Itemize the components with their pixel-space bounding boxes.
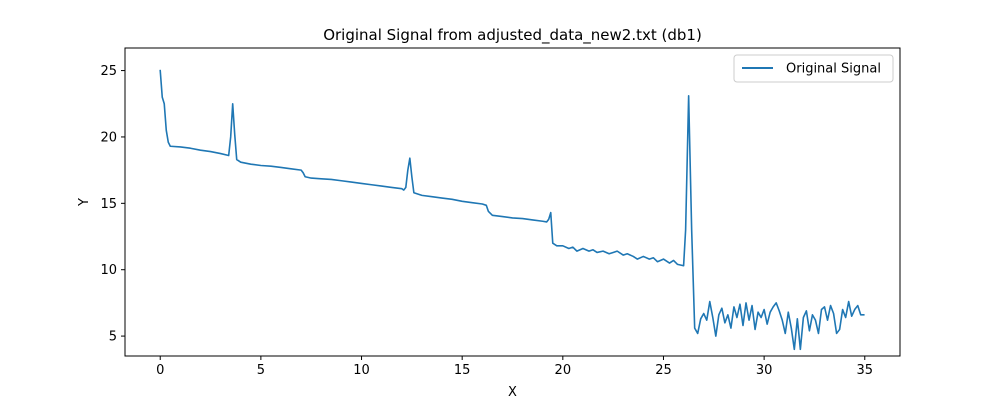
y-tick-label: 25	[100, 64, 117, 79]
legend-label: Original Signal	[786, 62, 881, 77]
legend-box	[733, 54, 894, 83]
plot-frame	[124, 47, 901, 357]
x-tick-label: 30	[756, 363, 773, 378]
x-tick-label: 10	[353, 363, 370, 378]
y-tick-label: 20	[100, 130, 117, 145]
x-tick-label: 5	[257, 363, 265, 378]
x-axis: 0 5 10 15 20 25 30 35	[156, 356, 873, 378]
x-tick-label: 15	[454, 363, 471, 378]
y-tick-label: 5	[109, 330, 117, 345]
y-tick-label: 10	[100, 263, 117, 278]
x-axis-label: X	[508, 385, 517, 400]
series-line-0	[159, 69, 865, 351]
y-tick-label: 15	[100, 197, 117, 212]
x-tick-label: 0	[156, 363, 164, 378]
y-axis-label: Y	[77, 198, 92, 207]
y-axis: 5 10 15 20 25	[100, 64, 125, 345]
x-tick-label: 25	[655, 363, 672, 378]
x-tick-label: 20	[555, 363, 572, 378]
legend: Original Signal	[733, 54, 894, 83]
plot-area	[124, 47, 901, 357]
x-tick-label: 35	[856, 363, 873, 378]
chart-title: Original Signal from adjusted_data_new2.…	[323, 26, 702, 45]
series-layer	[159, 69, 865, 351]
